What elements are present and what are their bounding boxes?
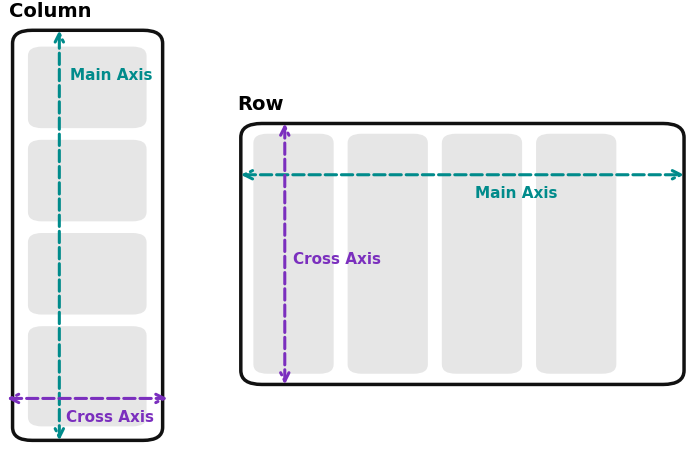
FancyBboxPatch shape — [28, 47, 147, 128]
Text: Main Axis: Main Axis — [70, 68, 152, 82]
FancyBboxPatch shape — [536, 134, 616, 374]
Text: Cross Axis: Cross Axis — [293, 252, 381, 267]
Text: Column: Column — [9, 2, 91, 21]
FancyBboxPatch shape — [253, 134, 334, 374]
Text: Row: Row — [237, 95, 284, 114]
FancyBboxPatch shape — [28, 140, 147, 221]
FancyBboxPatch shape — [442, 134, 522, 374]
FancyBboxPatch shape — [28, 233, 147, 315]
Text: Main Axis: Main Axis — [475, 186, 557, 201]
Text: Cross Axis: Cross Axis — [66, 410, 154, 425]
FancyBboxPatch shape — [348, 134, 428, 374]
FancyBboxPatch shape — [241, 123, 684, 384]
FancyBboxPatch shape — [28, 326, 147, 426]
FancyBboxPatch shape — [13, 30, 163, 440]
